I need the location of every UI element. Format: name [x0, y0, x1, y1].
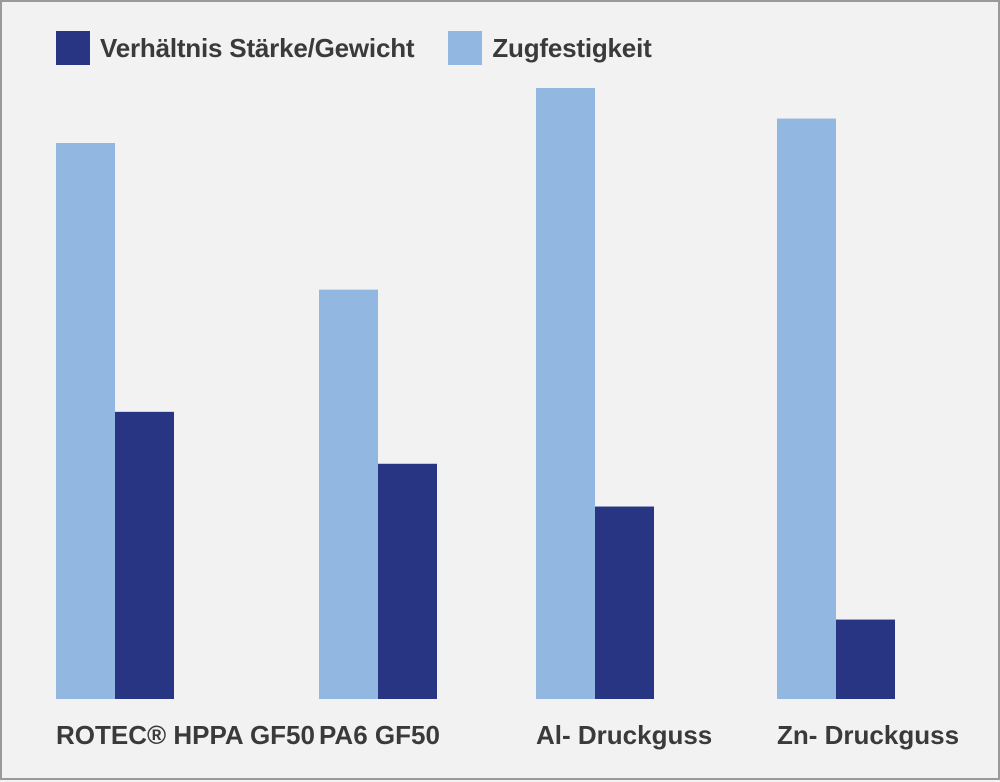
x-tick-label: Zn- Druckguss	[777, 720, 959, 750]
legend-swatch-tensile-strength	[448, 31, 483, 65]
legend-label-strength-weight: Verhältnis Stärke/Gewicht	[100, 32, 415, 63]
chart-legend: Verhältnis Stärke/Gewicht Zugfestigkeit	[56, 31, 686, 65]
legend-item-tensile-strength: Zugfestigkeit	[448, 31, 652, 65]
legend-item-strength-weight: Verhältnis Stärke/Gewicht	[56, 31, 415, 65]
bar-tensile-strength-3	[777, 118, 836, 700]
bar-strength-weight-1	[378, 463, 437, 699]
bar-tensile-strength-2	[536, 88, 595, 699]
x-tick-label: Al- Druckguss	[536, 720, 712, 750]
bar-strength-weight-3	[836, 619, 895, 699]
bar-strength-weight-0	[115, 411, 174, 699]
legend-swatch-strength-weight	[56, 31, 90, 65]
bar-tensile-strength-1	[319, 289, 378, 699]
x-tick-label: PA6 GF50	[319, 720, 440, 750]
bar-strength-weight-2	[595, 506, 654, 699]
legend-label-tensile-strength: Zugfestigkeit	[492, 32, 652, 63]
x-tick-label: ROTEC® HPPA GF50	[56, 720, 315, 750]
bar-tensile-strength-0	[56, 142, 115, 700]
